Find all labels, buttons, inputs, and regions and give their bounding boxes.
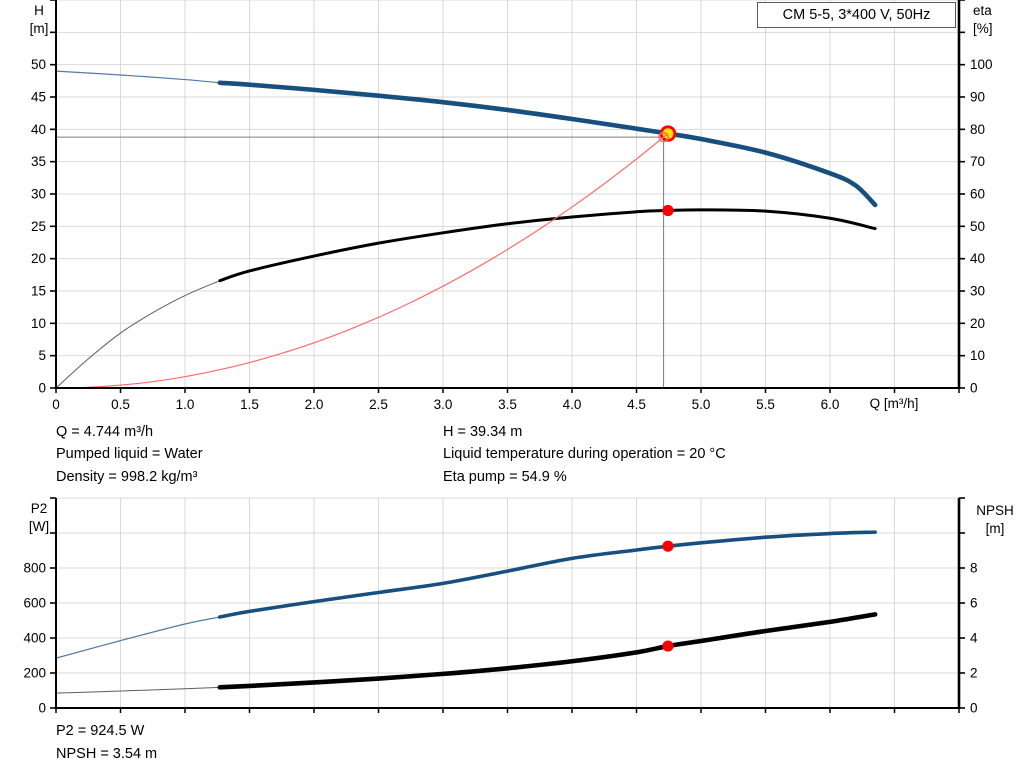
y-left-tick-label: 40 [31, 122, 46, 137]
h-axis-unit-line1: H [34, 3, 44, 18]
x-tick-label: 1.0 [176, 397, 195, 412]
p2-axis-unit-line1: P2 [30, 501, 48, 516]
y-left-tick-label: 10 [31, 316, 46, 331]
x-tick-label: 0 [52, 397, 60, 412]
info-head: H = 39.34 m [443, 424, 523, 440]
npsh-curve-thin [55, 686, 220, 694]
eta-axis-unit-line2: [%] [973, 21, 993, 36]
x-tick-label: 1.5 [240, 397, 259, 412]
npsh-point-marker [662, 640, 674, 652]
info-p2: P2 = 924.5 W [56, 723, 145, 739]
eta-axis-unit-label: eta [%] [973, 2, 1021, 38]
y-left-tick-label: 45 [31, 90, 46, 105]
info-eta: Eta pump = 54.9 % [443, 469, 567, 485]
x-tick-label: 5.0 [692, 397, 711, 412]
y-left-tick-label: 50 [31, 57, 46, 72]
qh-curve-thin [55, 70, 220, 84]
y-right-tick-label: 80 [970, 122, 985, 137]
q-axis-unit-text: Q [m³/h] [869, 396, 919, 411]
y-right-tick-label: 40 [970, 251, 985, 266]
p2-curve [218, 530, 877, 619]
h-axis-unit-line2: [m] [29, 21, 49, 36]
y-right-tick-label: 60 [970, 187, 985, 202]
y-left-tick-label: 800 [23, 561, 46, 576]
y-right-tick-label: 2 [970, 666, 978, 681]
y-left-tick-label: 35 [31, 154, 46, 169]
info-temperature: Liquid temperature during operation = 20… [443, 446, 726, 462]
requested-point-marker [658, 131, 669, 143]
y-right-tick-label: 30 [970, 284, 985, 299]
eta-curve [218, 208, 877, 283]
eta-point-marker [662, 204, 674, 217]
y-right-tick-label: 4 [970, 631, 978, 646]
x-tick-label: 0.5 [111, 397, 130, 412]
npsh-curve [217, 612, 878, 690]
p2-axis-unit-label: P2 [W] [14, 500, 64, 536]
npsh-axis-unit-line1: NPSH [976, 503, 1014, 518]
y-right-tick-label: 6 [970, 596, 978, 611]
y-left-tick-label: 5 [38, 348, 46, 363]
x-tick-label: 3.5 [498, 397, 517, 412]
y-left-tick-label: 600 [23, 596, 46, 611]
x-tick-label: 2.5 [369, 397, 388, 412]
x-tick-label: 2.0 [305, 397, 324, 412]
y-left-tick-label: 20 [31, 251, 46, 266]
x-tick-label: 5.5 [756, 397, 775, 412]
y-left-tick-label: 30 [31, 187, 46, 202]
p2-curve-thin [55, 616, 220, 659]
y-left-tick-label: 400 [23, 631, 46, 646]
y-right-tick-label: 0 [970, 381, 978, 396]
x-tick-label: 4.5 [627, 397, 646, 412]
eta-axis-unit-line1: eta [973, 3, 992, 18]
y-right-tick-label: 70 [970, 154, 985, 169]
p2-axis-unit-line2: [W] [28, 519, 50, 534]
info-npsh: NPSH = 3.54 m [56, 746, 158, 762]
eta-curve-thin [55, 280, 221, 389]
y-left-tick-label: 25 [31, 219, 46, 234]
system-curve [55, 133, 669, 389]
npsh-axis-unit-line2: [m] [985, 521, 1005, 536]
y-right-tick-label: 0 [970, 701, 978, 716]
y-left-tick-label: 200 [23, 666, 46, 681]
y-right-tick-label: 90 [970, 90, 985, 105]
h-axis-unit-label: H [m] [14, 2, 64, 38]
y-left-tick-label: 0 [38, 701, 46, 716]
x-tick-label: 6.0 [821, 397, 840, 412]
y-left-tick-label: 0 [38, 381, 46, 396]
info-flow: Q = 4.744 m³/h [56, 424, 154, 440]
x-tick-label: 3.0 [434, 397, 453, 412]
x-tick-label: 4.0 [563, 397, 582, 412]
y-right-tick-label: 100 [970, 57, 993, 72]
npsh-axis-unit-label: NPSH [m] [968, 502, 1022, 538]
q-axis-unit-label: Q [m³/h] [854, 395, 934, 413]
y-right-tick-label: 50 [970, 219, 985, 234]
y-right-tick-label: 8 [970, 561, 978, 576]
qh-curve [217, 80, 878, 208]
info-density: Density = 998.2 kg/m³ [56, 469, 198, 485]
chart-title-box: CM 5-5, 3*400 V, 50Hz [757, 2, 956, 28]
y-right-tick-label: 20 [970, 316, 985, 331]
info-liquid: Pumped liquid = Water [56, 446, 203, 462]
y-right-tick-label: 10 [970, 348, 985, 363]
p2-point-marker [662, 540, 674, 552]
y-left-tick-label: 15 [31, 284, 46, 299]
